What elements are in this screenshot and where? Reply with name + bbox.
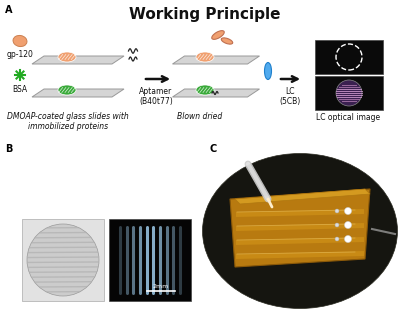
Bar bbox=[22, 219, 104, 301]
Circle shape bbox=[335, 223, 339, 227]
Circle shape bbox=[344, 207, 352, 214]
Ellipse shape bbox=[27, 224, 99, 296]
Bar bbox=[109, 219, 191, 301]
Text: C: C bbox=[210, 144, 217, 154]
Text: 2mm: 2mm bbox=[153, 284, 169, 289]
Ellipse shape bbox=[196, 85, 214, 95]
Text: Aptamer
(B40t77): Aptamer (B40t77) bbox=[139, 87, 173, 107]
Text: gp-120: gp-120 bbox=[6, 50, 34, 59]
Polygon shape bbox=[172, 89, 260, 97]
Polygon shape bbox=[32, 89, 124, 97]
Text: LC
(5CB): LC (5CB) bbox=[279, 87, 301, 107]
Ellipse shape bbox=[202, 153, 398, 308]
Circle shape bbox=[335, 237, 339, 241]
Circle shape bbox=[344, 221, 352, 228]
Polygon shape bbox=[236, 251, 364, 259]
Text: DMOAP-coated glass slides with
immobilized proteins: DMOAP-coated glass slides with immobiliz… bbox=[7, 112, 129, 131]
Ellipse shape bbox=[196, 52, 214, 62]
Polygon shape bbox=[236, 223, 364, 231]
Polygon shape bbox=[236, 209, 364, 217]
Polygon shape bbox=[172, 56, 260, 64]
Bar bbox=[315, 40, 383, 74]
Bar bbox=[315, 76, 383, 110]
Ellipse shape bbox=[212, 31, 224, 39]
Polygon shape bbox=[235, 189, 370, 204]
Circle shape bbox=[344, 235, 352, 242]
Text: A: A bbox=[5, 5, 12, 15]
Polygon shape bbox=[230, 189, 370, 267]
Text: BSA: BSA bbox=[12, 85, 28, 94]
Text: B: B bbox=[5, 144, 12, 154]
Ellipse shape bbox=[58, 52, 76, 62]
Polygon shape bbox=[32, 56, 124, 64]
Circle shape bbox=[335, 209, 339, 213]
Ellipse shape bbox=[13, 35, 27, 47]
Circle shape bbox=[336, 80, 362, 106]
Text: Working Principle: Working Principle bbox=[129, 7, 281, 22]
Text: LC optical image: LC optical image bbox=[316, 113, 380, 122]
Polygon shape bbox=[236, 237, 364, 245]
Ellipse shape bbox=[221, 38, 233, 44]
Ellipse shape bbox=[264, 63, 272, 79]
Ellipse shape bbox=[58, 85, 76, 95]
Text: Blown dried: Blown dried bbox=[177, 112, 223, 121]
